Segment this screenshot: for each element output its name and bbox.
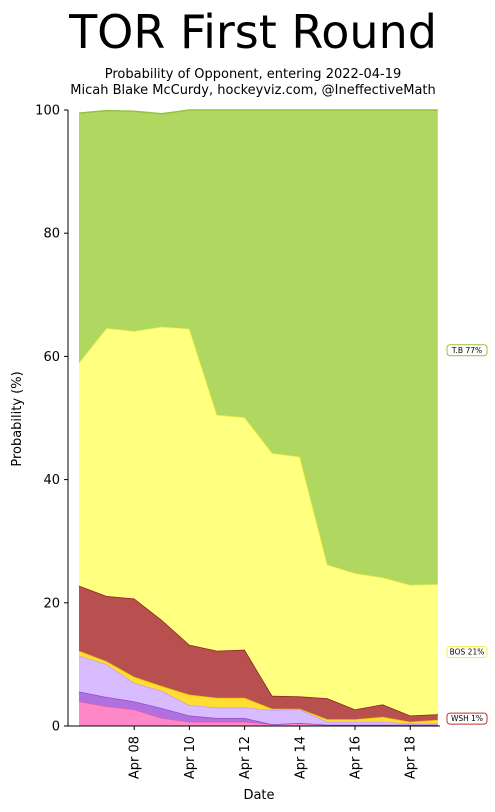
area-series-4: [79, 585, 438, 722]
x-axis-label: Date: [243, 788, 274, 803]
chart-subtitle-line2: Micah Blake McCurdy, hockeyviz.com, @Ine…: [70, 83, 436, 98]
end-label-box: [446, 712, 488, 725]
end-labels: T.B 77% BOS 21% WSH 1%: [446, 344, 488, 725]
chart-subtitle-line1: Probability of Opponent, entering 2022-0…: [105, 67, 402, 82]
area-series-6: [79, 110, 438, 585]
end-label-text: WSH 1%: [451, 714, 483, 723]
end-label-box: [446, 646, 488, 659]
area-layers: [78, 109, 438, 726]
y-tick-label: 20: [43, 596, 60, 611]
area-series-3: [79, 650, 438, 724]
x-tick-label: Apr 14: [293, 736, 308, 779]
area-series-0: [79, 701, 438, 726]
y-tick-label: 80: [43, 227, 60, 242]
y-tick-label: 100: [35, 104, 60, 119]
axes: 0 20 40 60 80 100 Apr 08 Apr 10 Apr 12 Apr 14 Apr …: [35, 104, 440, 779]
x-tick-label: Apr 10: [183, 736, 198, 779]
end-label-box: [446, 344, 488, 357]
end-label-text: BOS 21%: [450, 648, 485, 657]
x-tick-label: Apr 12: [238, 736, 253, 779]
area-series-2: [79, 655, 438, 725]
y-tick-label: 0: [52, 720, 60, 735]
area-series-5: [79, 326, 438, 716]
y-tick-label: 40: [43, 473, 60, 488]
x-tick-label: Apr 16: [349, 736, 364, 779]
y-tick-label: 60: [43, 350, 60, 365]
x-tick-label: Apr 18: [404, 736, 419, 779]
y-axis-label: Probability (%): [10, 371, 25, 466]
area-series-1: [79, 691, 438, 725]
chart-title: TOR First Round: [68, 5, 437, 59]
x-tick-label: Apr 08: [128, 736, 143, 779]
area-edge-6: [78, 109, 438, 115]
end-label-text: T.B 77%: [451, 346, 482, 355]
